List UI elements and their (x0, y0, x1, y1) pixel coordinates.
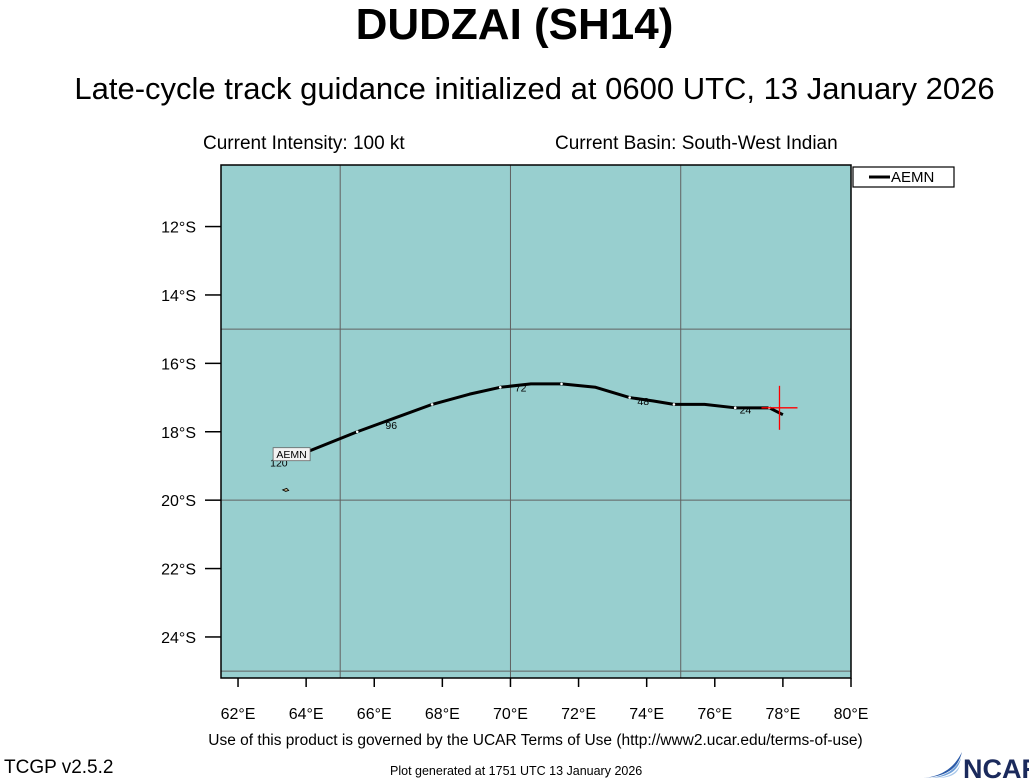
page-title: DUDZAI (SH14) (355, 0, 674, 49)
x-tick-label: 62°E (221, 706, 256, 723)
legend-label: AEMN (891, 169, 934, 186)
track-point (430, 403, 434, 406)
track-point (628, 396, 631, 399)
x-tick-label: 66°E (357, 706, 392, 723)
ncar-logo-mark-icon (924, 752, 962, 778)
ncar-logo: NCAR (924, 752, 1029, 780)
ocean-area (221, 165, 851, 678)
y-tick-label: 16°S (161, 356, 196, 373)
y-tick-label: 18°S (161, 425, 196, 442)
x-tick-label: 68°E (425, 706, 460, 723)
track-end-label: AEMN (276, 449, 306, 461)
track-line-aemn (288, 382, 784, 461)
version-label: TCGP v2.5.2 (4, 757, 114, 778)
x-tick-label: 70°E (493, 706, 528, 723)
x-tick-label: 78°E (765, 706, 800, 723)
track-point (560, 382, 563, 386)
x-tick-label: 64°E (289, 706, 324, 723)
y-tick-label: 20°S (161, 493, 196, 510)
current-basin: Current Basin: South-West Indian (555, 133, 838, 154)
y-tick-label: 24°S (161, 630, 196, 647)
track-point (672, 403, 676, 406)
ncar-logo-text: NCAR (963, 754, 1029, 780)
island-shape (281, 487, 290, 492)
x-tick-label: 74°E (629, 706, 664, 723)
forecast-hour-label: 96 (385, 420, 397, 432)
forecast-hour-label: 24 (740, 405, 752, 417)
generated-timestamp: Plot generated at 1751 UTC 13 January 20… (390, 764, 643, 778)
current-intensity: Current Intensity: 100 kt (203, 133, 405, 154)
x-tick-label: 72°E (561, 706, 596, 723)
page-subtitle: Late-cycle track guidance initialized at… (74, 71, 995, 106)
y-tick-label: 14°S (161, 288, 196, 305)
x-tick-label: 76°E (697, 706, 732, 723)
forecast-hour-label: 48 (637, 396, 649, 408)
y-tick-label: 12°S (161, 220, 196, 237)
track-point (355, 430, 359, 434)
track-point (733, 406, 737, 410)
plot-frame (220, 164, 852, 679)
legend-box (852, 166, 955, 188)
y-tick-label: 22°S (161, 562, 196, 579)
terms-of-use: Use of this product is governed by the U… (208, 732, 863, 749)
track-point (498, 386, 502, 389)
x-tick-label: 80°E (834, 706, 869, 723)
track-end-label-box (272, 447, 311, 462)
forecast-hour-label: 72 (515, 382, 527, 394)
